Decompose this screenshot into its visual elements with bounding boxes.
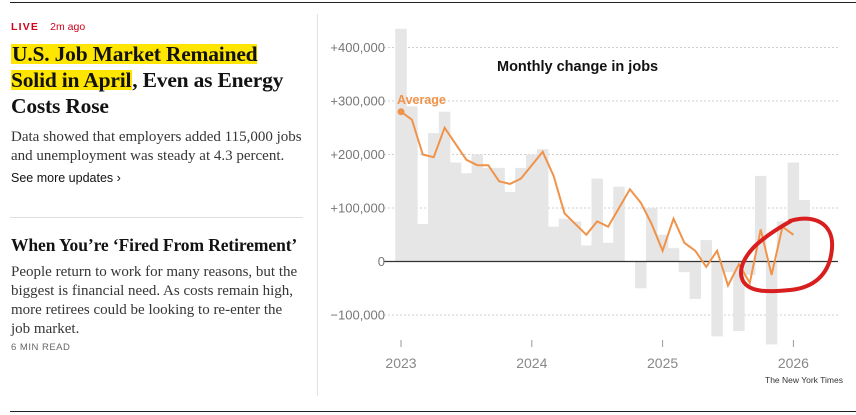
chart-credit: The New York Times <box>765 375 843 385</box>
bar[interactable] <box>449 162 462 262</box>
y-tick-label: +200,000 <box>330 147 385 162</box>
bar[interactable] <box>602 242 614 262</box>
bar[interactable] <box>754 175 767 262</box>
bar[interactable] <box>515 167 527 262</box>
top-rule <box>10 2 856 3</box>
bar[interactable] <box>787 162 800 262</box>
lead-headline[interactable]: U.S. Job Market Remained Solid in April,… <box>11 41 303 119</box>
bar[interactable] <box>417 224 429 262</box>
bar[interactable] <box>635 261 647 289</box>
chart-bars <box>395 28 811 345</box>
bar[interactable] <box>526 154 538 262</box>
bar[interactable] <box>493 167 505 262</box>
bar[interactable] <box>613 186 625 262</box>
bar[interactable] <box>711 261 723 337</box>
read-time: 6 MIN READ <box>11 342 71 353</box>
bar[interactable] <box>733 261 745 332</box>
bar[interactable] <box>395 28 407 262</box>
bar[interactable] <box>438 111 451 262</box>
average-label: Average <box>397 93 446 107</box>
y-tick-label: 0 <box>378 254 385 269</box>
bar[interactable] <box>427 133 440 262</box>
bar[interactable] <box>700 240 712 262</box>
live-label: LIVE <box>11 21 40 33</box>
x-axis-ticks: 2023 2024 2025 2026 <box>385 340 809 371</box>
y-tick-label: −100,000 <box>330 308 385 323</box>
y-tick-label: +100,000 <box>330 201 385 216</box>
column-separator <box>317 14 318 396</box>
secondary-story[interactable]: When You’re ‘Fired From Retirement’ Peop… <box>11 234 303 353</box>
bar[interactable] <box>460 173 473 262</box>
bar[interactable] <box>547 226 560 262</box>
bottom-rule <box>10 411 856 412</box>
lead-story[interactable]: LIVE 2m ago U.S. Job Market Remained Sol… <box>11 20 303 187</box>
bar[interactable] <box>569 221 582 262</box>
timestamp: 2m ago <box>50 21 86 33</box>
bar[interactable] <box>591 178 603 262</box>
y-axis-ticks: +400,000 +300,000 +200,000 +100,000 0 −100,00… <box>330 40 385 323</box>
bar[interactable] <box>645 208 658 262</box>
bar[interactable] <box>504 191 516 262</box>
story-divider <box>10 217 303 218</box>
see-more-updates-link[interactable]: See more updates › <box>11 171 121 185</box>
bar[interactable] <box>798 199 811 262</box>
live-kicker: LIVE 2m ago <box>11 20 303 34</box>
headline-rest-text[interactable]: , Even as Energy Costs Rose <box>11 68 284 118</box>
bar[interactable] <box>689 261 702 299</box>
lead-summary: Data showed that employers added 115,000… <box>11 129 302 164</box>
chart-title: Monthly change in jobs <box>497 59 658 75</box>
bar[interactable] <box>558 218 571 262</box>
y-tick-label: +300,000 <box>330 94 385 109</box>
secondary-summary: People return to work for many reasons, … <box>11 264 298 337</box>
bar[interactable] <box>406 106 418 262</box>
bar[interactable] <box>471 154 484 262</box>
bar[interactable] <box>765 261 778 345</box>
x-tick-label: 2024 <box>516 355 547 371</box>
average-line <box>400 110 794 289</box>
hand-drawn-circle-annotation <box>739 216 835 294</box>
bar[interactable] <box>722 261 734 273</box>
x-tick-label: 2026 <box>778 355 809 371</box>
average-start-dot <box>397 108 405 116</box>
x-tick-label: 2025 <box>647 355 678 371</box>
bar[interactable] <box>678 261 691 273</box>
bar[interactable] <box>744 261 756 275</box>
y-tick-label: +400,000 <box>330 40 385 55</box>
bar[interactable] <box>667 248 680 262</box>
x-tick-label: 2023 <box>385 355 416 371</box>
bar[interactable] <box>536 149 549 262</box>
bar[interactable] <box>482 167 494 262</box>
secondary-headline[interactable]: When You’re ‘Fired From Retirement’ <box>11 235 298 255</box>
bar[interactable] <box>580 245 593 262</box>
bar[interactable] <box>776 221 789 262</box>
